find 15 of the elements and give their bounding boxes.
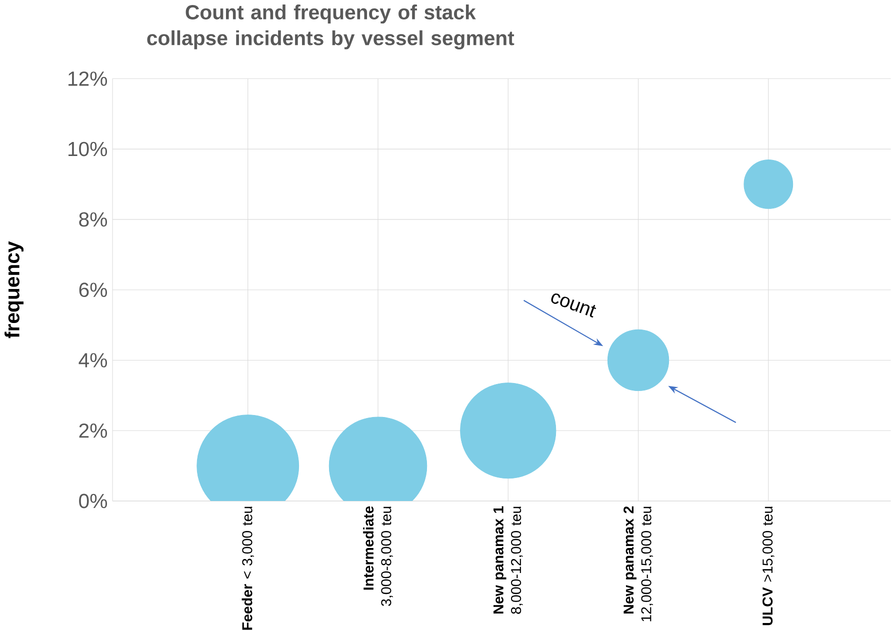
x-tick-label: ULCV >15,000 teu: [762, 506, 774, 625]
x-tick-label: Intermediate 3,000-8,000 teu: [363, 506, 393, 606]
y-tick-label: 12%: [68, 71, 107, 86]
chart-title: Count and frequency of stack collapse incidents by vessel segment: [147, 4, 514, 50]
y-tick-label: 4%: [78, 352, 107, 368]
annotation: count: [551, 293, 596, 318]
x-tick-label: New panamax 2 12,000-15,000 teu: [624, 506, 653, 622]
y-tick-label: 6%: [79, 282, 107, 297]
y-axis-title: frequency: [4, 241, 24, 338]
x-tick-label: New panamax 1 8,000-12,000 teu: [494, 506, 523, 614]
y-tick-label: 8%: [79, 212, 107, 227]
y-tick-label: 10%: [68, 142, 107, 156]
y-tick-label: 2%: [79, 423, 107, 438]
x-tick-label: Feeder < 3,000 teu: [242, 506, 254, 630]
y-tick-label: 0%: [79, 494, 107, 508]
